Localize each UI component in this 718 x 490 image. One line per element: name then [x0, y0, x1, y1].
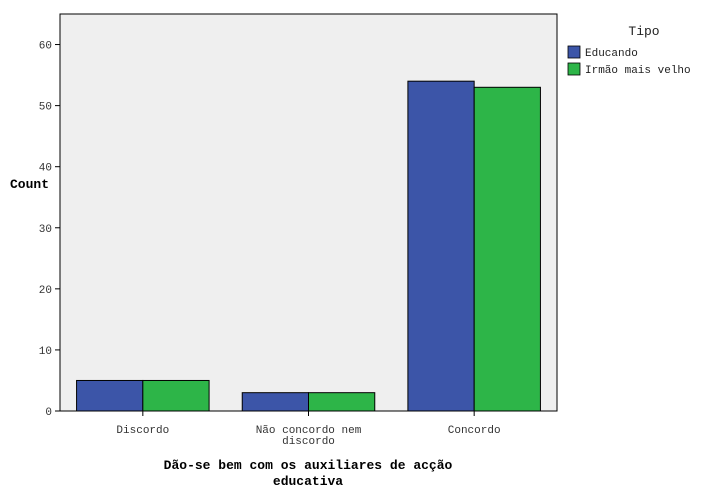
y-tick-label: 10	[39, 346, 52, 358]
bar-irmao-mais-velho-nao-concordo-nem-discordo	[308, 392, 376, 412]
y-axis-label: Count	[10, 177, 49, 192]
bar-educando-nao-concordo-nem-discordo	[241, 392, 310, 412]
bars-group	[76, 80, 541, 412]
bar-irmao-mais-velho-discordo	[142, 379, 210, 412]
legend-swatch-irmao-mais-velho	[567, 62, 581, 76]
x-axis-label-line-2: educativa	[273, 474, 343, 489]
legend-title: Tipo	[628, 24, 659, 39]
x-tick-label-nao-concordo-nem-discordo-line-2: discordo	[282, 436, 335, 448]
legend-label-educando: Educando	[585, 48, 638, 60]
legend-swatch-educando	[567, 45, 581, 59]
y-tick-label: 0	[45, 407, 52, 419]
bar-educando-concordo	[407, 80, 475, 412]
legend: Tipo Educando Irmão mais velho	[567, 24, 691, 77]
x-tick-label-concordo: Concordo	[448, 425, 501, 437]
legend-label-irmao-mais-velho: Irmão mais velho	[585, 65, 691, 77]
y-axis: 0 10 20 30 40 50 60	[39, 41, 60, 419]
x-tick-label-nao-concordo-nem-discordo-line-1: Não concordo nem	[256, 425, 362, 437]
y-tick-label: 30	[39, 224, 52, 236]
y-tick-label: 50	[39, 102, 52, 114]
bar-irmao-mais-velho-concordo	[473, 86, 541, 412]
y-tick-label: 20	[39, 285, 52, 297]
y-tick-label: 60	[39, 41, 52, 53]
bar-educando-discordo	[76, 379, 144, 412]
y-tick-label: 40	[39, 163, 52, 175]
x-axis-label-line-1: Dão-se bem com os auxiliares de acção	[164, 458, 453, 473]
x-tick-label-discordo: Discordo	[116, 425, 169, 437]
x-axis-title: Dão-se bem com os auxiliares de acção ed…	[164, 458, 453, 489]
